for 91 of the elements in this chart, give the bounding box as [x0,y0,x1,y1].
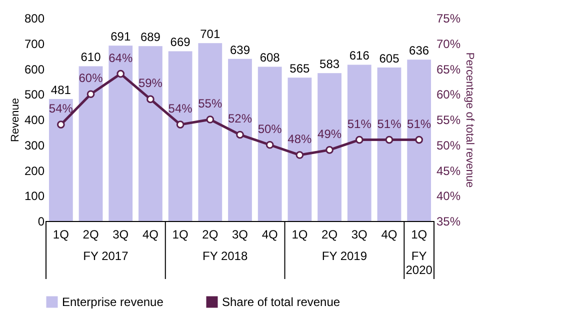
x-tick-label: 3Q [112,228,129,242]
bar [377,67,402,221]
data-label: 54% [168,102,193,116]
point [86,90,95,98]
y2-tick-label: 55% [436,113,461,127]
point [146,95,154,104]
text: FY 2019 [322,249,368,263]
text: FY 2020 [406,249,433,277]
y-tick-label: 600 [24,62,45,76]
data-label: 54% [48,102,74,116]
data-label: 51% [407,116,432,131]
y-axis-title: Revenue [9,98,22,142]
bar [228,58,252,221]
y-tick-label: 800 [24,12,45,26]
data-label: 610 [80,50,102,64]
data-label: 481 [50,82,72,97]
data-label: 51% [377,116,402,131]
data-label: 51% [347,116,372,131]
legend-label: Enterprise revenue [62,295,164,309]
point [176,120,184,128]
point [415,136,423,144]
point [326,146,334,154]
x-tick-label: 1Q [411,228,428,242]
data-label: 669 [170,35,191,50]
data-label: 608 [260,50,280,65]
data-label: 48% [288,132,312,146]
point [296,151,304,159]
bar [138,46,162,221]
y-tick-label: 300 [24,138,45,152]
x-tick-label: 1Q [172,228,188,242]
data-label: 55% [198,96,222,110]
x-tick-label: 1Q [52,228,69,242]
data-label: 50% [258,122,282,136]
data-label: 52% [228,112,252,126]
x-tick-label: 2Q [202,228,218,242]
bar [198,43,222,221]
point [355,136,364,144]
y-tick-label: 0 [38,214,45,228]
y-tick-label: 100 [24,189,45,204]
data-label: 59% [138,76,163,90]
data-label: 701 [200,27,220,42]
y2-tick-label: 50% [436,138,461,152]
y-tick-label: 700 [24,36,45,51]
data-label: 639 [230,42,250,57]
bar [108,46,133,221]
y-tick-label: 400 [24,113,45,127]
data-label: 636 [409,44,430,58]
point [236,130,244,139]
y2-tick-label: 45% [436,164,461,178]
y2-tick-label: 60% [436,88,461,102]
x-tick-label: 4Q [381,228,398,242]
y2-tick-label: 40% [436,189,461,204]
bar [347,64,372,221]
bar [48,98,73,221]
point [385,136,394,144]
x-tick-label: 4Q [262,228,278,242]
x-tick-label: 4Q [142,228,158,242]
point [116,70,125,78]
x-tick-label: 3Q [351,228,368,242]
data-label: 616 [349,48,370,63]
y-tick-label: 200 [24,164,45,178]
data-label: 49% [318,126,342,141]
x-tick-label: 3Q [232,228,248,242]
y-tick-label: 500 [24,88,45,102]
bar [78,66,103,221]
text: FY 2017 [83,249,129,263]
bar [288,78,312,221]
data-label: 605 [379,51,400,66]
point [57,120,65,128]
bar [168,51,192,221]
x-tick-label: 2Q [82,228,99,242]
y2-axis-title: Percentage of total revenue [464,52,476,188]
point [206,116,214,124]
data-label: 64% [108,50,133,65]
data-label: 565 [290,62,310,76]
bar [407,60,432,221]
legend-label: Share of total revenue [222,295,340,309]
bar [318,73,342,221]
data-label: 60% [78,71,104,86]
data-label: 583 [320,57,340,72]
y2-tick-label: 65% [436,62,461,76]
data-label: 691 [110,30,131,44]
point [266,140,274,149]
y2-tick-label: 70% [436,36,461,51]
data-label: 689 [140,30,161,44]
bar [258,66,282,221]
x-tick-label: 1Q [292,228,308,242]
text: FY 2018 [202,249,248,263]
y2-tick-label: 35% [436,214,461,228]
y2-tick-label: 75% [436,12,461,26]
x-tick-label: 2Q [322,228,338,242]
